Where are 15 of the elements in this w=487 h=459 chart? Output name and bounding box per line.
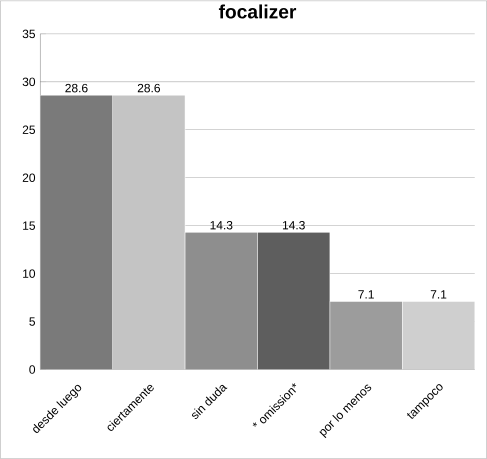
y-tick-label: 5 <box>29 318 36 326</box>
data-label: 7.1 <box>430 290 446 299</box>
data-label: 14.3 <box>210 221 232 230</box>
data-label: 14.3 <box>282 221 305 230</box>
y-tick-label: 0 <box>29 365 36 374</box>
y-tick-label: 30 <box>22 78 36 86</box>
data-label: 7.1 <box>358 290 374 299</box>
y-tick-label: 20 <box>22 174 36 182</box>
y-tick-label: 25 <box>22 126 36 134</box>
data-label: 28.6 <box>138 84 160 92</box>
y-tick-label: 15 <box>23 222 36 230</box>
chart-title: focalizer <box>218 4 296 19</box>
y-tick-label: 10 <box>23 270 36 278</box>
y-tick-label: 35 <box>22 30 36 38</box>
data-label: 28.6 <box>65 84 88 92</box>
